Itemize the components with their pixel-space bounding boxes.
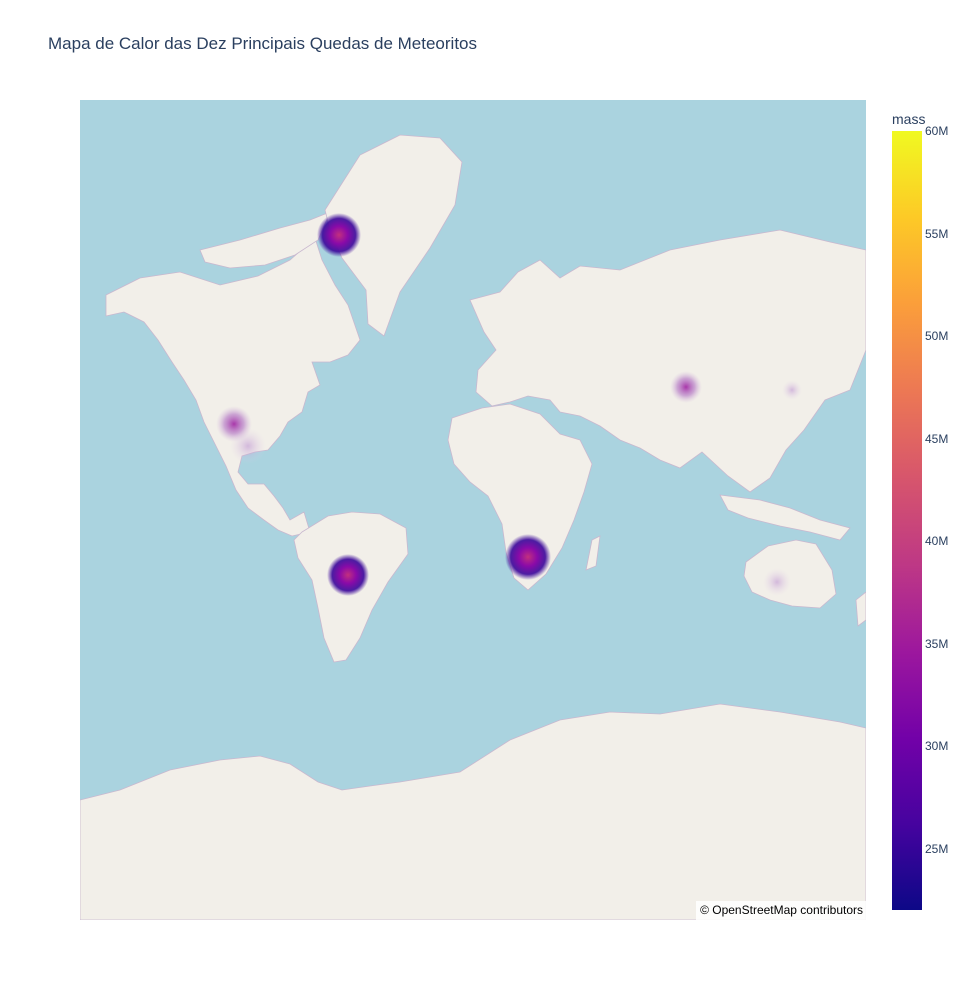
colorbar-tick-label: 30M (925, 739, 949, 753)
heat-spot-argentina (327, 554, 369, 596)
colorbar (892, 131, 922, 910)
colorbar-tick-label: 40M (925, 534, 949, 548)
colorbar-tick-label: 35M (925, 636, 949, 651)
colorbar-tick-label: 60M (925, 124, 949, 138)
colorbar-tick-label: 55M (925, 226, 949, 241)
heat-layer (216, 213, 802, 596)
heat-spot-mexico-south (230, 428, 266, 464)
chart-title: Mapa de Calor das Dez Principais Quedas … (48, 34, 477, 53)
southeast-asia (719, 494, 851, 541)
heat-spot-namibia (505, 534, 551, 580)
land-masses (80, 134, 866, 920)
north-america (105, 237, 361, 537)
new-zealand (855, 591, 866, 627)
basemap (80, 134, 866, 920)
heat-spot-mongolia (670, 371, 702, 403)
australia (743, 539, 837, 609)
heat-spot-china (782, 380, 802, 400)
heat-spot-greenland (317, 213, 361, 257)
colorbar-tick-label: 45M (925, 431, 949, 446)
colorbar-tick-label: 50M (925, 329, 949, 343)
colorbar-tick-label: 25M (925, 841, 949, 856)
africa (447, 403, 593, 591)
heat-spot-australia (763, 568, 791, 596)
map-attribution[interactable]: © OpenStreetMap contributors (696, 901, 866, 920)
density-map[interactable]: © OpenStreetMap contributors (80, 100, 866, 920)
europe-asia (469, 229, 866, 493)
colorbar-title: mass (892, 111, 926, 127)
greenland (324, 134, 463, 337)
antarctica (80, 703, 866, 920)
madagascar (585, 535, 601, 571)
